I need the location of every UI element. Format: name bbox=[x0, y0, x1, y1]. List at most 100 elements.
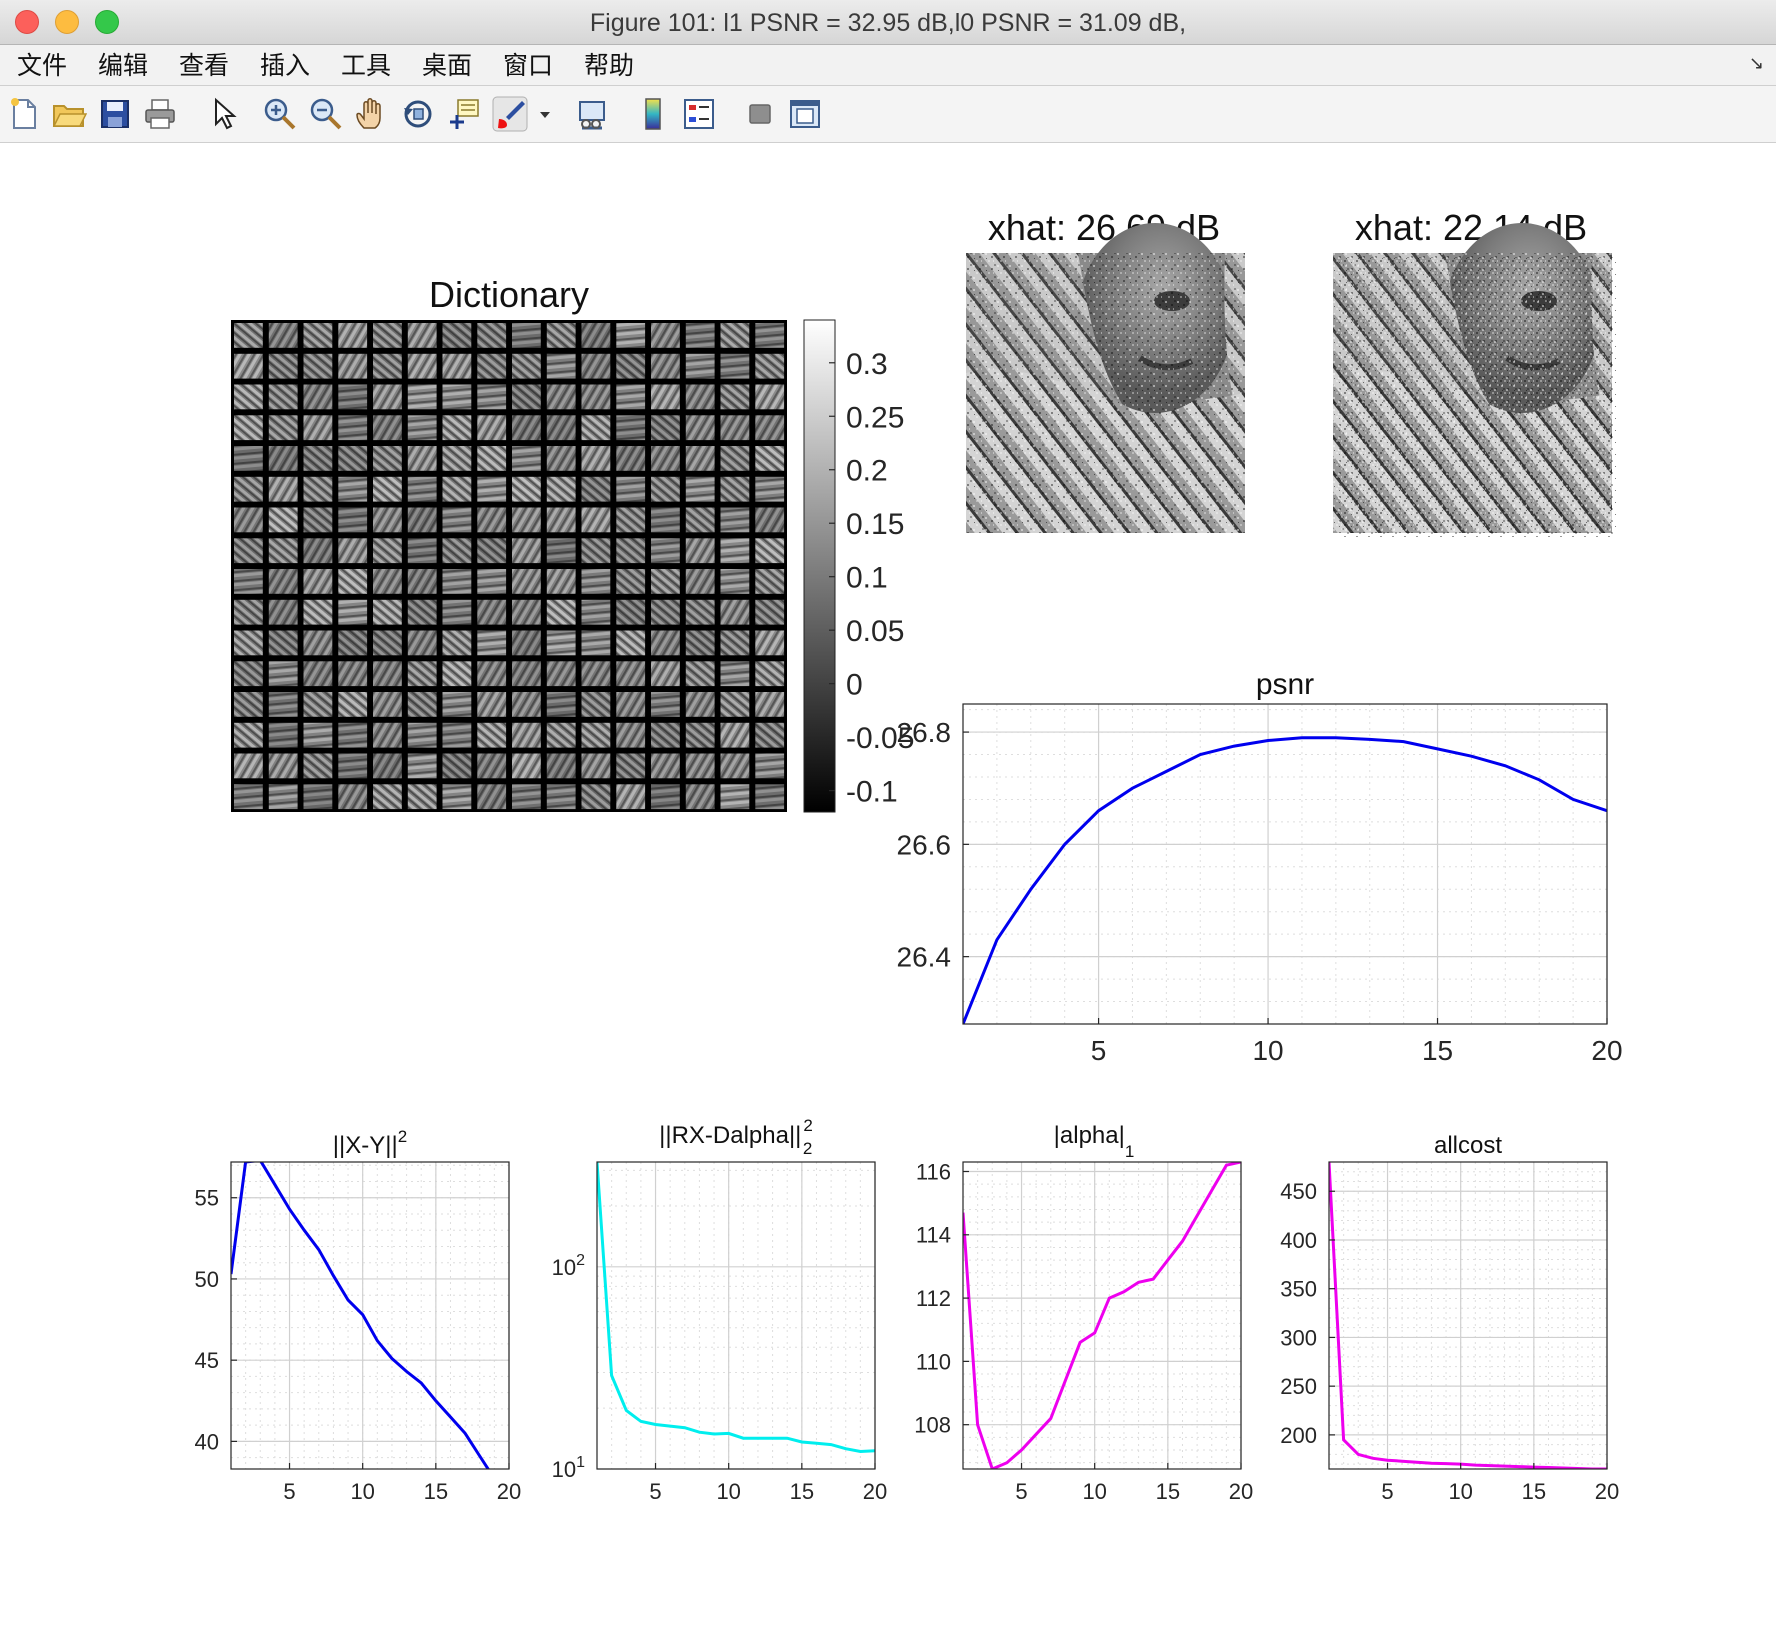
dictionary-atom bbox=[477, 722, 507, 748]
dictionary-atom bbox=[407, 538, 437, 564]
xhat1-plot: xhat: 26.69 dB bbox=[966, 207, 1245, 533]
menu-desktop[interactable]: 桌面 bbox=[422, 51, 473, 80]
dictionary-atom bbox=[442, 476, 472, 502]
dictionary-atom bbox=[755, 507, 785, 533]
dictionary-atoms bbox=[234, 323, 785, 810]
dictionary-atom bbox=[268, 569, 298, 594]
dictionary-atom bbox=[546, 384, 576, 410]
close-window-button[interactable] bbox=[15, 10, 39, 34]
dictionary-atom bbox=[407, 446, 437, 471]
menu-tools[interactable]: 工具 bbox=[341, 51, 392, 80]
dictionary-atom bbox=[338, 722, 368, 748]
dictionary-atom bbox=[477, 415, 507, 441]
pointer-icon[interactable] bbox=[204, 96, 240, 132]
dictionary-atom bbox=[477, 753, 507, 779]
allcost-ytick-label: 200 bbox=[1280, 1423, 1317, 1448]
dictionary-atom bbox=[442, 569, 472, 594]
xy-ytick-label: 45 bbox=[195, 1348, 219, 1373]
dictionary-atom bbox=[477, 353, 507, 379]
dictionary-atom bbox=[755, 784, 785, 810]
xy-ytick-label: 55 bbox=[195, 1186, 219, 1211]
dictionary-atom bbox=[477, 569, 507, 594]
dictionary-atom bbox=[373, 692, 402, 717]
dictionary-atom bbox=[268, 630, 298, 656]
pan-hand-icon[interactable] bbox=[354, 96, 390, 132]
new-figure-icon[interactable] bbox=[6, 96, 42, 132]
zoom-in-icon[interactable] bbox=[262, 96, 298, 132]
psnr-ytick-label: 26.8 bbox=[897, 717, 952, 748]
save-icon[interactable] bbox=[97, 96, 133, 132]
brush-icon[interactable] bbox=[492, 96, 528, 132]
dictionary-atom bbox=[616, 630, 646, 656]
dictionary-atom bbox=[303, 538, 333, 564]
menu-view[interactable]: 查看 bbox=[179, 51, 230, 80]
dictionary-atom bbox=[581, 415, 611, 441]
dictionary-atom bbox=[373, 722, 402, 748]
data-cursor-icon[interactable] bbox=[446, 96, 482, 132]
dictionary-atom bbox=[546, 538, 576, 564]
dictionary-atom bbox=[234, 661, 263, 687]
menu-insert[interactable]: 插入 bbox=[260, 51, 311, 80]
dictionary-atom bbox=[512, 569, 541, 594]
dictionary-atom bbox=[407, 692, 437, 717]
dictionary-atom bbox=[581, 661, 611, 687]
menu-help[interactable]: 帮助 bbox=[584, 51, 635, 80]
dictionary-atom bbox=[268, 722, 298, 748]
dictionary-atom bbox=[616, 415, 646, 441]
dictionary-atom bbox=[651, 415, 680, 441]
hide-plot-tools-icon[interactable] bbox=[742, 96, 778, 132]
dictionary-atom bbox=[338, 507, 368, 533]
title-bar[interactable]: Figure 101: l1 PSNR = 32.95 dB,l0 PSNR =… bbox=[0, 0, 1776, 45]
dictionary-title: Dictionary bbox=[429, 274, 589, 315]
colorbar-ticks: 0.3 0.25 0.2 0.15 0.1 0.05 0 -0.05 -0.1 bbox=[829, 348, 914, 809]
show-plot-tools-icon[interactable] bbox=[787, 96, 823, 132]
dictionary-atom bbox=[407, 507, 437, 533]
print-icon[interactable] bbox=[142, 96, 178, 132]
xy-ytick-label: 40 bbox=[195, 1429, 219, 1454]
dictionary-atom bbox=[651, 784, 680, 810]
psnr-xtick-label: 15 bbox=[1422, 1035, 1453, 1066]
alpha-axes-box bbox=[962, 1161, 1242, 1470]
dictionary-atom bbox=[651, 538, 680, 564]
dictionary-atom bbox=[407, 384, 437, 410]
dictionary-atom bbox=[234, 569, 263, 594]
psnr-ytick-label: 26.6 bbox=[897, 829, 952, 860]
dictionary-atom bbox=[338, 569, 368, 594]
dictionary-atom bbox=[512, 784, 541, 810]
allcost-ytick-label: 400 bbox=[1280, 1228, 1317, 1253]
minimize-window-button[interactable] bbox=[55, 10, 79, 34]
dictionary-atom bbox=[234, 784, 263, 810]
dictionary-atom bbox=[303, 753, 333, 779]
dictionary-atom bbox=[685, 353, 715, 379]
dictionary-atom bbox=[546, 784, 576, 810]
rotate-3d-icon[interactable] bbox=[400, 96, 436, 132]
dictionary-atom bbox=[720, 446, 750, 471]
dictionary-atom bbox=[685, 661, 715, 687]
dock-arrow-icon[interactable]: ↘ bbox=[1748, 53, 1764, 73]
link-plot-icon[interactable] bbox=[574, 96, 610, 132]
dictionary-atom bbox=[720, 538, 750, 564]
dictionary-atom bbox=[407, 353, 437, 379]
menu-window[interactable]: 窗口 bbox=[503, 51, 554, 80]
menu-edit[interactable]: 编辑 bbox=[98, 51, 149, 80]
psnr-title: psnr bbox=[1256, 668, 1314, 701]
dictionary-atom bbox=[755, 630, 785, 656]
rx-axes-box bbox=[596, 1161, 876, 1470]
zoom-out-icon[interactable] bbox=[308, 96, 344, 132]
dictionary-atom bbox=[373, 507, 402, 533]
open-file-icon[interactable] bbox=[51, 96, 87, 132]
brush-dropdown-icon[interactable] bbox=[538, 108, 552, 122]
dictionary-atom bbox=[442, 415, 472, 441]
dictionary-atom bbox=[442, 692, 472, 717]
dictionary-atom bbox=[512, 323, 541, 348]
legend-icon[interactable] bbox=[681, 96, 717, 132]
menu-file[interactable]: 文件 bbox=[17, 51, 68, 80]
zoom-window-button[interactable] bbox=[95, 10, 119, 34]
psnr-plot: psnr 5 10 15 20 26.4 26.6 26.8 bbox=[897, 668, 1623, 1066]
dictionary-atom bbox=[268, 599, 298, 625]
colorbar-icon[interactable] bbox=[635, 96, 671, 132]
dictionary-atom bbox=[685, 507, 715, 533]
colorbar-tick-label: 0.1 bbox=[846, 562, 888, 595]
dictionary-atom bbox=[407, 476, 437, 502]
colorbar-tick-label: 0 bbox=[846, 669, 863, 702]
